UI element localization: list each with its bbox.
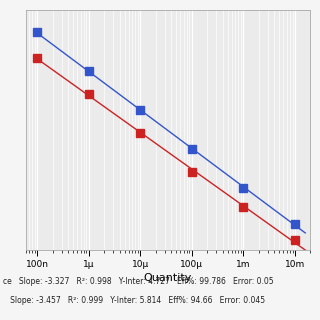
X-axis label: Quantity: Quantity	[144, 273, 192, 283]
Text: ce   Slope: -3.327   R²: 0.998   Y-Inter: 4.727   Eff%: 99.786   Error: 0.05: ce Slope: -3.327 R²: 0.998 Y-Inter: 4.72…	[3, 277, 274, 286]
Text: Slope: -3.457   R²: 0.999   Y-Inter: 5.814   Eff%: 94.66   Error: 0.045: Slope: -3.457 R²: 0.999 Y-Inter: 5.814 E…	[3, 296, 265, 305]
